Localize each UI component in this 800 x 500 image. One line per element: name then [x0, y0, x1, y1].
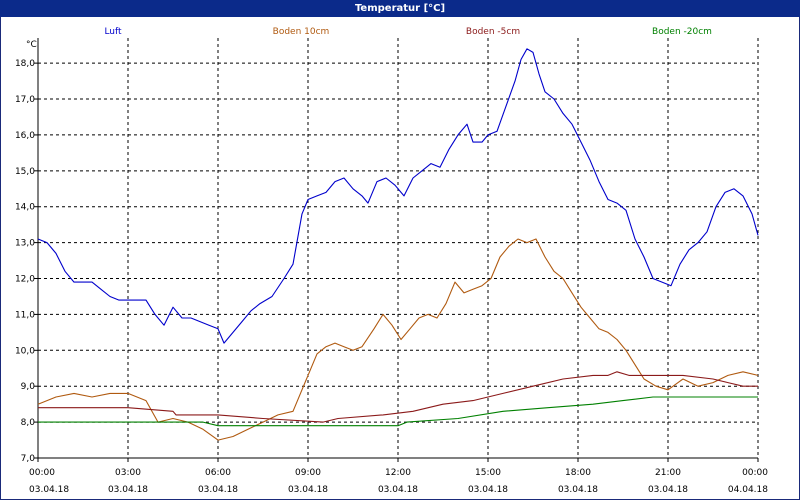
axes: 7,0 8,0 9,0 10,0 11,0 12,0 13,0 14,0 15,0 16,0 17,…: [15, 38, 768, 495]
x-tick-date-label: 03.04.18: [108, 485, 148, 495]
series-line: [38, 396, 758, 427]
series-line: [37, 238, 759, 441]
y-tick-label: 13,0: [15, 239, 35, 249]
y-tick-label: 11,0: [15, 310, 35, 320]
y-tick-label: 7,0: [21, 454, 36, 464]
legend-entry: Boden -5cm: [466, 27, 520, 37]
x-tick-date-label: 03.04.18: [198, 485, 238, 495]
x-tick-date-label: 03.04.18: [29, 485, 69, 495]
x-tick-time-label: 18:00: [565, 468, 591, 478]
x-tick-date-label: 04.04.18: [728, 485, 768, 495]
x-tick-time-label: 06:00: [205, 468, 231, 478]
x-tick-time-label: 09:00: [295, 468, 321, 478]
legend-entry: Boden 10cm: [273, 27, 330, 37]
series: [37, 48, 759, 441]
y-tick-label: 16,0: [15, 131, 35, 141]
x-tick-time-label: 21:00: [655, 468, 681, 478]
x-tick-time-label: 00:00: [742, 468, 768, 478]
y-tick-label: 12,0: [15, 275, 35, 285]
y-tick-label: 15,0: [15, 167, 35, 177]
x-tick-time-label: 00:00: [29, 468, 55, 478]
y-tick-label: 14,0: [15, 203, 35, 213]
y-tick-label: 18,0: [15, 59, 35, 69]
legend-entry: Boden -20cm: [652, 27, 712, 37]
x-tick-date-label: 03.04.18: [468, 485, 508, 495]
legend-entry: Luft: [104, 27, 122, 37]
window-title: Temperatur [°C]: [0, 0, 800, 17]
x-tick-time-label: 03:00: [115, 468, 141, 478]
x-tick-date-label: 03.04.18: [648, 485, 688, 495]
grid: [37, 38, 759, 459]
series-line: [37, 48, 759, 344]
y-tick-label: 8,0: [21, 418, 36, 428]
x-tick-time-label: 15:00: [475, 468, 501, 478]
y-axis-label: °C: [26, 40, 37, 50]
series-line: [38, 371, 758, 423]
y-tick-label: 10,0: [15, 346, 35, 356]
x-tick-time-label: 12:00: [385, 468, 411, 478]
y-tick-label: 17,0: [15, 95, 35, 105]
x-tick-date-label: 03.04.18: [378, 485, 418, 495]
y-tick-label: 9,0: [21, 382, 36, 392]
x-tick-date-label: 03.04.18: [288, 485, 328, 495]
x-tick-date-label: 03.04.18: [558, 485, 598, 495]
legend: Luft Boden 10cm Boden -5cm Boden -20cm: [104, 27, 712, 37]
